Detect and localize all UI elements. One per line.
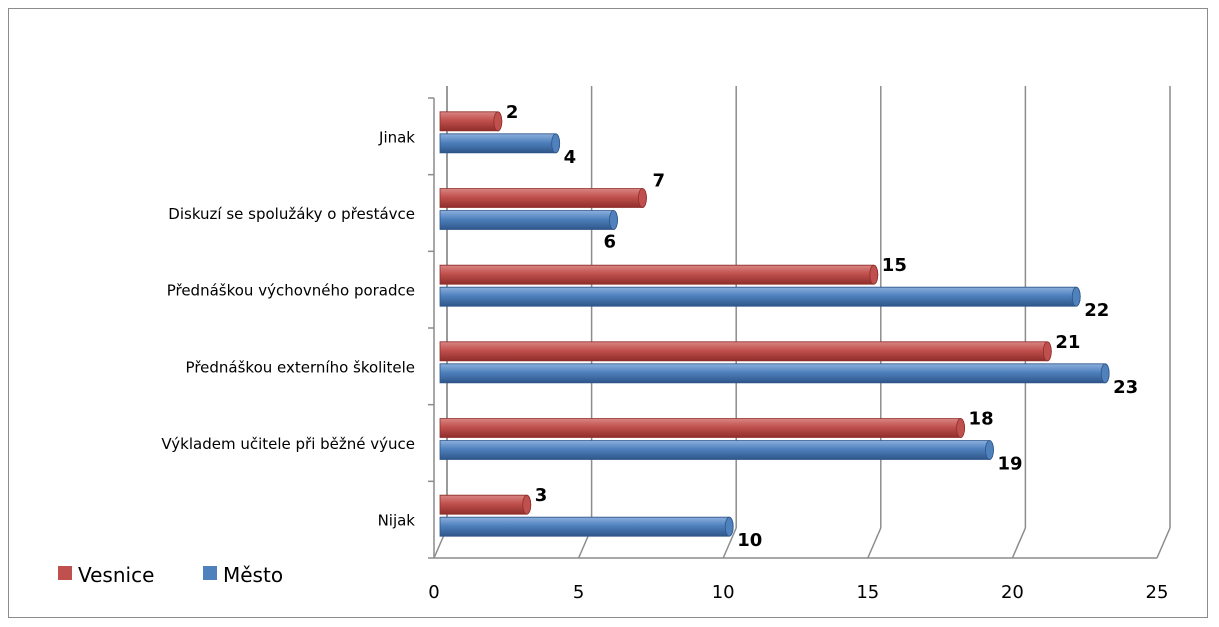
- data-label: 19: [997, 454, 1022, 475]
- data-label: 7: [652, 171, 665, 192]
- category-label: Diskuzí se spolužáky o přestávce: [168, 205, 415, 223]
- bar-vesnice-diskuzi-se-spoluzaky-o-prestavce[interactable]: [439, 188, 647, 208]
- bar-cap: [609, 210, 618, 230]
- data-label: 6: [604, 232, 617, 253]
- bar-cap: [493, 111, 503, 132]
- gridline-floor: [1011, 527, 1027, 559]
- bar-body: [439, 363, 1110, 384]
- x-tick-label: 0: [428, 582, 439, 603]
- bar-vesnice-jinak[interactable]: [439, 111, 503, 132]
- bar-mesto-prednaskou-externiho-skolitele[interactable]: [439, 363, 1110, 384]
- data-label: 4: [564, 147, 577, 168]
- bar-vesnice-prednaskou-externiho-skolitele[interactable]: [439, 341, 1052, 362]
- gridline-floor: [867, 527, 882, 559]
- legend-swatch: [203, 566, 217, 580]
- bar-vesnice-prednaskou-vychovneho-poradce[interactable]: [439, 264, 879, 285]
- bar-body: [439, 341, 1052, 362]
- data-label: 23: [1113, 377, 1138, 398]
- data-label: 3: [535, 485, 548, 506]
- x-tick-label: 25: [1146, 582, 1169, 603]
- data-label: 21: [1055, 332, 1080, 353]
- data-label: 2: [506, 102, 519, 123]
- data-label: 18: [969, 409, 994, 430]
- bar-cap: [956, 418, 965, 438]
- bar-body: [439, 440, 994, 460]
- bar-mesto-jinak[interactable]: [439, 133, 561, 154]
- bar-mesto-vykladem-ucitele-pri-bezne-vyuce[interactable]: [439, 440, 994, 460]
- bar-cap: [985, 440, 994, 460]
- legend-item-mesto[interactable]: Město: [203, 563, 283, 587]
- data-label: 22: [1084, 300, 1109, 321]
- bar-cap: [869, 264, 879, 285]
- bar-mesto-prednaskou-vychovneho-poradce[interactable]: [439, 286, 1081, 307]
- bar-cap: [638, 188, 647, 208]
- bar-cap: [522, 494, 532, 515]
- bar-body: [439, 494, 532, 515]
- chart-frame: [8, 8, 1208, 618]
- bar-body: [439, 264, 879, 285]
- legend-label: Město: [223, 563, 283, 587]
- x-tick-label: 20: [1001, 582, 1024, 603]
- category-label: Výkladem učitele při běžné výuce: [161, 435, 415, 453]
- gridline-floor: [722, 527, 737, 559]
- bar-cap: [551, 133, 561, 154]
- bar-mesto-diskuzi-se-spoluzaky-o-prestavce[interactable]: [439, 210, 618, 230]
- bar-body: [439, 286, 1081, 307]
- bar-cap: [724, 516, 734, 537]
- bar-body: [439, 133, 561, 154]
- bar-body: [439, 111, 503, 132]
- gridline-floor: [1156, 527, 1171, 559]
- bar-body: [439, 418, 965, 438]
- category-label: Přednáškou externího školitele: [186, 358, 415, 376]
- bar-mesto-nijak[interactable]: [439, 516, 734, 537]
- category-label: Přednáškou výchovného poradce: [167, 282, 415, 300]
- bar-cap: [1042, 341, 1052, 362]
- data-label: 15: [882, 255, 907, 276]
- x-tick-label: 10: [712, 582, 735, 603]
- data-label: 10: [737, 530, 762, 551]
- legend-label: Vesnice: [78, 563, 154, 587]
- legend-item-vesnice[interactable]: Vesnice: [58, 563, 154, 587]
- bar-body: [439, 516, 734, 537]
- bar-cap: [1100, 363, 1110, 384]
- category-label: Jinak: [378, 128, 415, 146]
- bar-body: [439, 188, 647, 208]
- x-tick-label: 5: [573, 582, 584, 603]
- bar-vesnice-nijak[interactable]: [439, 494, 532, 515]
- bar-body: [439, 210, 618, 230]
- legend-swatch: [58, 566, 72, 580]
- x-tick-label: 15: [856, 582, 879, 603]
- bar-vesnice-vykladem-ucitele-pri-bezne-vyuce[interactable]: [439, 418, 965, 438]
- bar-cap: [1071, 286, 1081, 307]
- category-label: Nijak: [378, 512, 416, 530]
